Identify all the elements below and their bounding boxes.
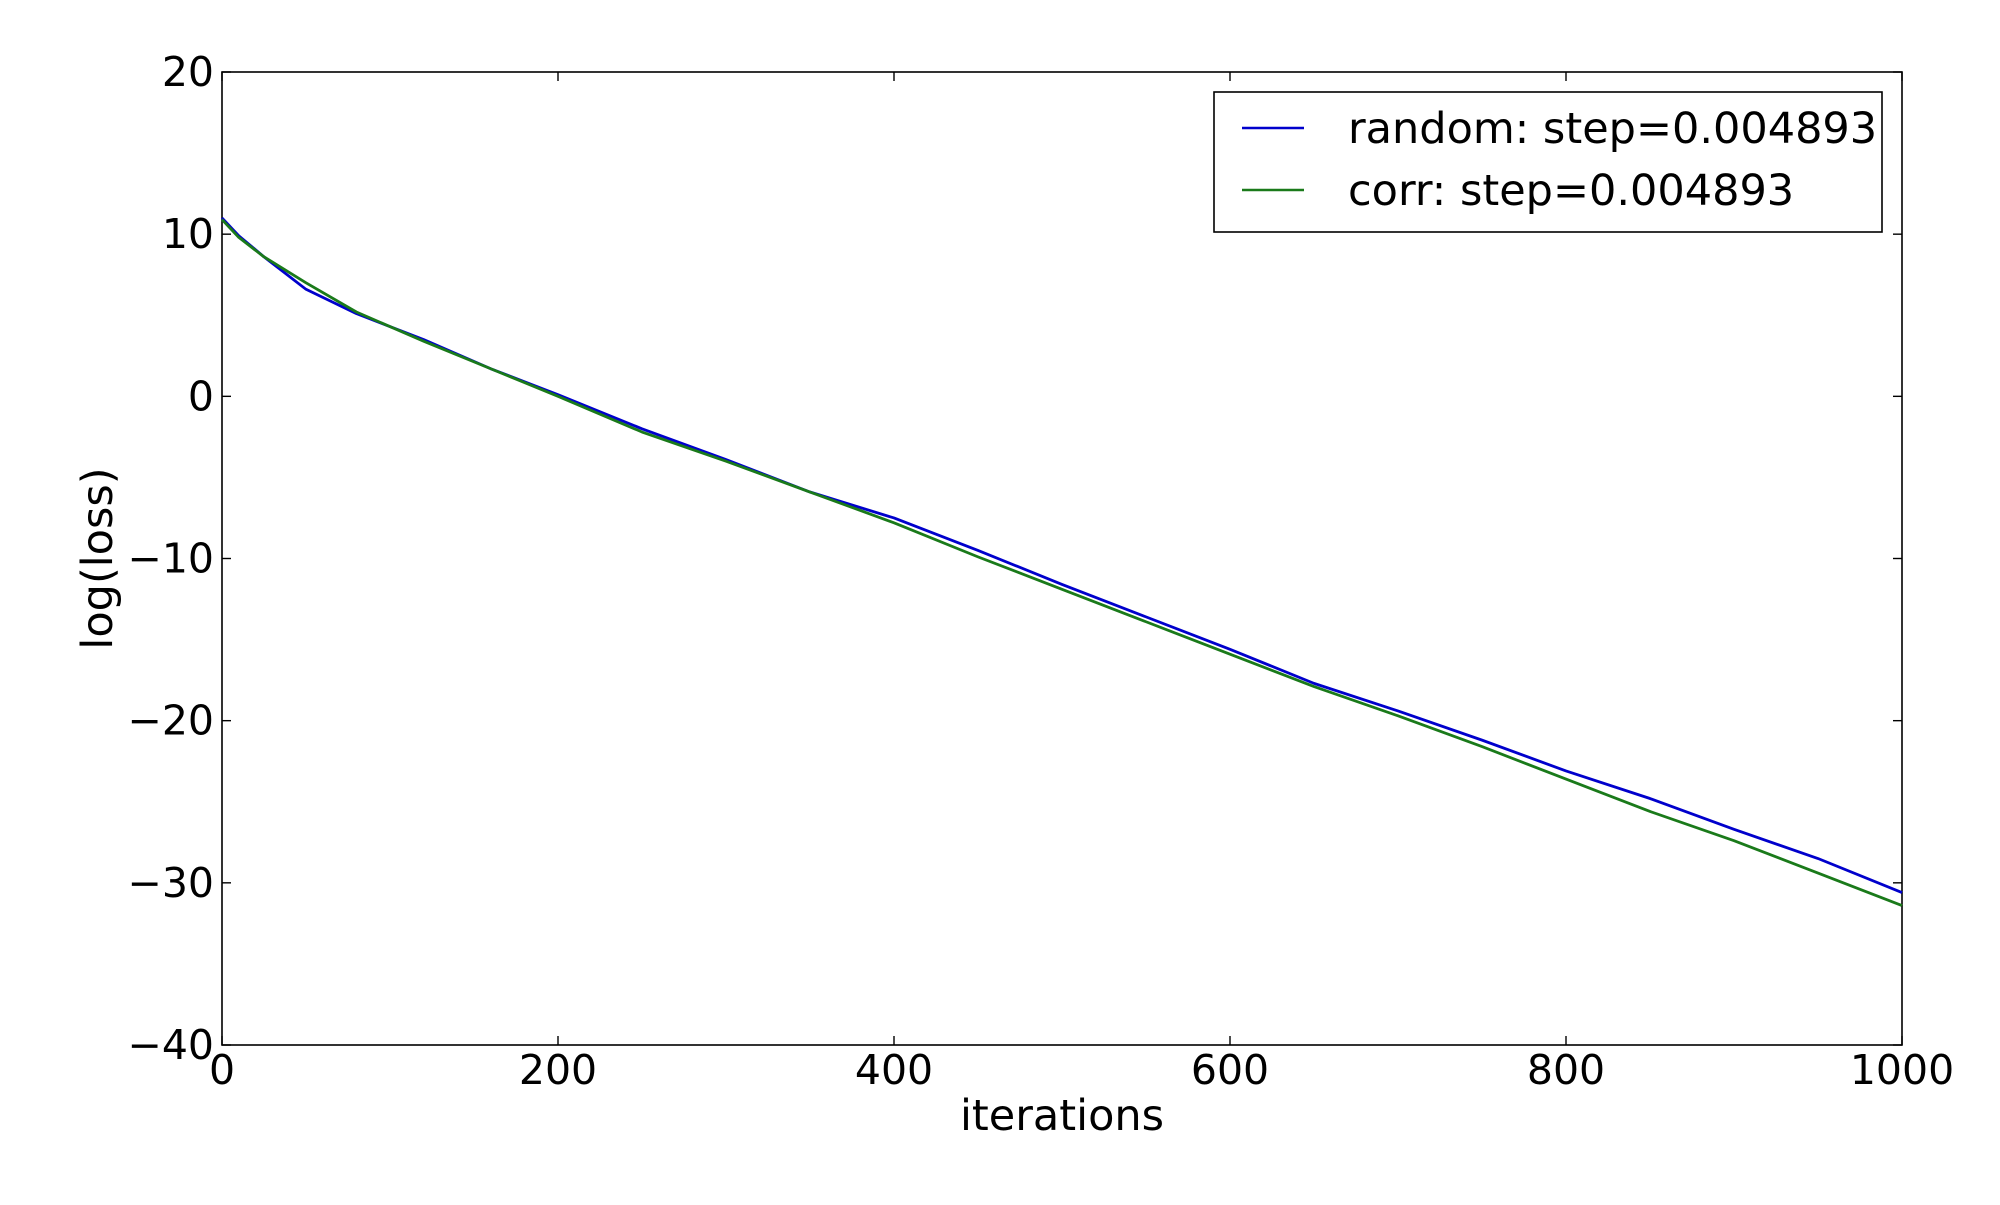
legend: random: step=0.004893 corr: step=0.00489… <box>1213 91 1883 233</box>
y-tick-label: 0 <box>188 372 214 420</box>
x-tick-label: 0 <box>209 1046 235 1094</box>
series-line-corr <box>220 218 1903 907</box>
x-tick-label: 600 <box>1191 1046 1269 1094</box>
y-tick-label: −40 <box>127 1021 214 1069</box>
series-line-random <box>220 216 1903 894</box>
legend-label-corr: corr: step=0.004893 <box>1348 166 1794 216</box>
y-axis-label: log(loss) <box>73 467 123 649</box>
y-tick-label: −10 <box>127 535 214 583</box>
x-axis-label: iterations <box>960 1091 1164 1141</box>
legend-label-random: random: step=0.004893 <box>1348 104 1877 154</box>
x-tick-label: 800 <box>1527 1046 1605 1094</box>
y-tick-labels: 20 10 0 −10 −20 −30 −40 <box>127 48 214 1069</box>
y-tick-label: 10 <box>162 210 214 258</box>
y-tick-label: −20 <box>127 697 214 745</box>
series-lines <box>220 216 1903 907</box>
x-tick-labels: 0 200 400 600 800 1000 <box>209 1046 1954 1094</box>
legend-box <box>1213 91 1883 233</box>
y-tick-label: −30 <box>127 859 214 907</box>
x-tick-label: 200 <box>519 1046 597 1094</box>
y-tick-label: 20 <box>162 48 214 96</box>
plot-area <box>221 71 1903 1046</box>
x-tick-label: 400 <box>855 1046 933 1094</box>
x-tick-label: 1000 <box>1850 1046 1954 1094</box>
axis-ticks <box>221 71 1903 1046</box>
